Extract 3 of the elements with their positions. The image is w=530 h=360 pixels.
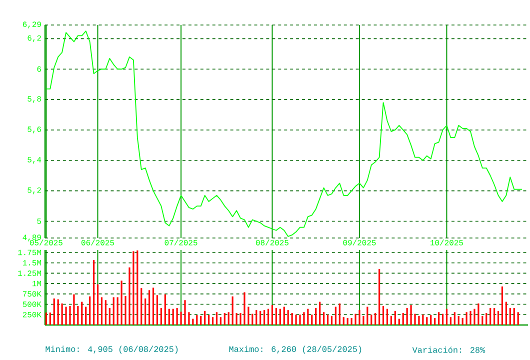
text: Variación: 28% bbox=[412, 346, 486, 353]
text: Minimo: 4,905 (06/08/2025) bbox=[46, 346, 178, 354]
text: Maximo: 6,260 (28/05/2025) bbox=[229, 346, 362, 354]
